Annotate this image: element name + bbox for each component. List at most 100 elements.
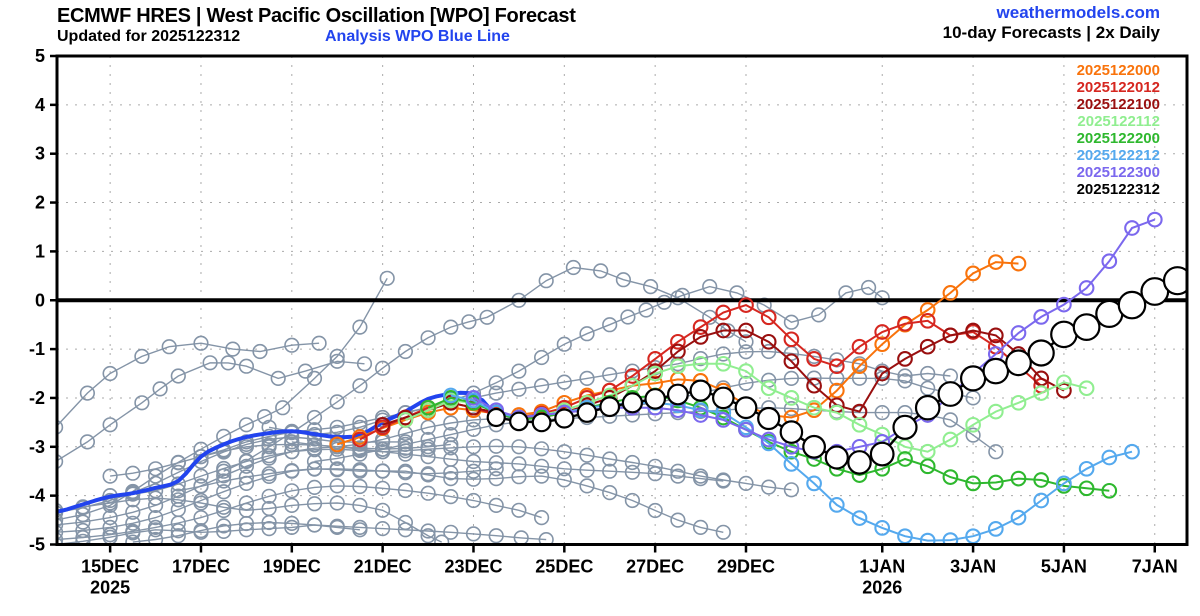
- data-point: [511, 456, 527, 472]
- legend-entry-2025122112: 2025122112: [1077, 113, 1160, 130]
- data-point: [442, 387, 459, 404]
- data-point: [919, 338, 936, 355]
- analysis-line: [57, 390, 499, 514]
- x-tick-label: 23DEC: [444, 557, 502, 577]
- data-point: [860, 279, 877, 296]
- data-point: [914, 394, 941, 421]
- series-line: [57, 485, 542, 541]
- data-point: [252, 343, 268, 360]
- data-point: [811, 307, 827, 323]
- data-point: [1101, 449, 1118, 466]
- data-point: [965, 390, 981, 406]
- data-point: [702, 279, 718, 295]
- data-point: [488, 528, 504, 544]
- data-point: [465, 463, 482, 479]
- data-point: [670, 343, 686, 360]
- forecast-info: 10-day Forecasts | 2x Daily: [943, 23, 1161, 42]
- site-link[interactable]: weathermodels.com: [996, 3, 1160, 22]
- data-point: [238, 458, 254, 474]
- data-point: [1056, 475, 1072, 492]
- data-point: [1078, 380, 1095, 397]
- data-point: [593, 263, 609, 279]
- data-point: [511, 439, 527, 455]
- data-point: [715, 355, 732, 372]
- x-tick-year-label: 2025: [90, 578, 130, 598]
- data-point: [488, 438, 504, 454]
- data-point: [216, 484, 232, 500]
- series-line: [223, 266, 747, 472]
- x-tick-label: 17DEC: [172, 557, 230, 577]
- data-point: [306, 461, 323, 477]
- data-point: [306, 422, 323, 438]
- data-point: [193, 449, 209, 465]
- data-point: [829, 370, 845, 387]
- data-point: [783, 314, 800, 330]
- data-point: [897, 368, 913, 384]
- data-point: [329, 348, 345, 365]
- data-point: [488, 497, 504, 514]
- data-point: [897, 315, 913, 332]
- data-point: [602, 463, 618, 479]
- data-point: [538, 273, 554, 289]
- data-point: [488, 385, 504, 401]
- data-point: [284, 515, 300, 532]
- data-point: [851, 358, 868, 375]
- data-point: [420, 528, 436, 544]
- data-point: [942, 532, 959, 545]
- data-point: [783, 370, 800, 387]
- data-point: [420, 485, 436, 501]
- legend-entry-2025122300: 2025122300: [1077, 164, 1160, 181]
- data-point: [238, 417, 254, 433]
- data-point: [420, 431, 436, 448]
- data-point: [828, 382, 845, 399]
- data-point: [329, 495, 345, 511]
- plot-area: [57, 211, 1187, 545]
- data-point: [329, 478, 345, 494]
- data-point: [238, 358, 254, 374]
- data-point: [959, 365, 987, 392]
- data-point: [670, 358, 686, 375]
- data-point: [738, 375, 754, 391]
- data-point: [738, 475, 754, 492]
- data-point: [711, 386, 735, 410]
- data-point: [942, 431, 959, 448]
- data-point: [238, 453, 254, 470]
- data-point: [170, 368, 186, 384]
- data-point: [783, 390, 800, 406]
- data-point: [620, 309, 636, 325]
- data-point: [642, 279, 659, 295]
- data-point: [125, 515, 141, 531]
- forecast-run-2025122000: [329, 254, 1027, 453]
- y-tick-label: 4: [35, 95, 45, 115]
- data-point: [874, 324, 891, 340]
- data-point: [1078, 280, 1095, 296]
- data-point: [375, 431, 391, 448]
- data-point: [783, 353, 800, 370]
- data-point: [738, 363, 754, 379]
- data-point: [1124, 443, 1140, 460]
- data-point: [828, 404, 845, 421]
- data-point: [352, 463, 368, 479]
- data-point: [375, 360, 391, 376]
- data-point: [509, 411, 529, 432]
- data-point: [533, 458, 550, 474]
- data-point: [656, 294, 672, 310]
- data-point: [352, 319, 368, 335]
- data-point: [579, 370, 595, 387]
- x-tick-label: 3JAN: [950, 557, 996, 577]
- data-point: [715, 346, 731, 362]
- analysis-note: Analysis WPO Blue Line: [325, 28, 510, 45]
- data-point: [511, 381, 527, 397]
- legend-entry-2025122012: 2025122012: [1077, 79, 1160, 96]
- data-point: [874, 290, 890, 306]
- data-point: [692, 471, 709, 487]
- data-point: [987, 254, 1004, 270]
- data-point: [420, 399, 436, 416]
- data-point: [148, 531, 164, 545]
- data-point: [965, 475, 981, 492]
- data-point: [284, 483, 300, 499]
- series-line: [57, 277, 388, 521]
- data-point: [783, 456, 800, 472]
- data-point: [847, 450, 872, 475]
- data-point: [443, 524, 459, 540]
